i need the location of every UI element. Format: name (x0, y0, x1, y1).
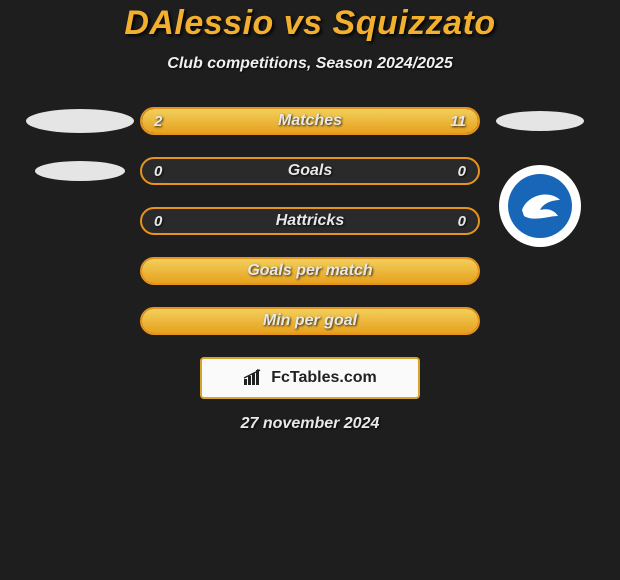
stat-row-goals-per-match: Goals per match (0, 257, 620, 285)
left-player-avatar (26, 109, 134, 133)
right-avatar-col (480, 111, 600, 131)
bars-icon (243, 369, 265, 387)
stat-label: Matches (142, 109, 478, 133)
stat-bar-goals-per-match: Goals per match (140, 257, 480, 285)
subtitle: Club competitions, Season 2024/2025 (0, 55, 620, 73)
stat-row-min-per-goal: Min per goal (0, 307, 620, 335)
stat-bar-min-per-goal: Min per goal (140, 307, 480, 335)
date-text: 27 november 2024 (0, 415, 620, 433)
stat-row-matches: 2 Matches 11 (0, 107, 620, 135)
stats-block: 2 Matches 11 0 Goals 0 (0, 107, 620, 335)
stat-value-right: 11 (450, 109, 466, 133)
page-title: DAlessio vs Squizzato (0, 4, 620, 43)
stat-value-right: 0 (458, 209, 466, 233)
left-player-avatar (35, 161, 125, 181)
stat-row-goals: 0 Goals 0 (0, 157, 620, 185)
stat-label: Goals per match (142, 259, 478, 283)
branding-label: FcTables.com (271, 369, 377, 387)
left-avatar-col (20, 109, 140, 133)
stat-bar-hattricks: 0 Hattricks 0 (140, 207, 480, 235)
branding-box[interactable]: FcTables.com (200, 357, 420, 399)
club-crest-inner (508, 174, 572, 238)
left-avatar-col (20, 161, 140, 181)
stat-label: Hattricks (142, 209, 478, 233)
dolphin-icon (514, 180, 566, 232)
stat-value-right: 0 (458, 159, 466, 183)
stat-bar-matches: 2 Matches 11 (140, 107, 480, 135)
branding-text: FcTables.com (243, 369, 377, 387)
stat-label: Goals (142, 159, 478, 183)
right-player-avatar (496, 111, 584, 131)
stat-label: Min per goal (142, 309, 478, 333)
stat-bar-goals: 0 Goals 0 (140, 157, 480, 185)
right-club-crest (499, 165, 581, 247)
